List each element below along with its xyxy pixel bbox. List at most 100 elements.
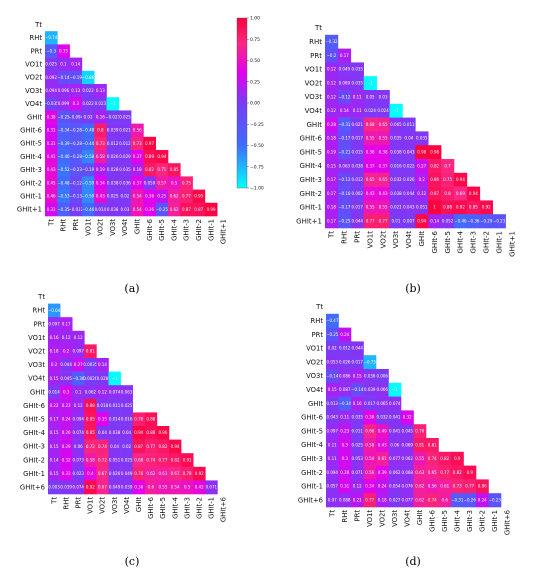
cell-value-label: 0.059: [144, 180, 156, 185]
row-label: VO4t: [305, 107, 323, 115]
cell-value-label: 0.16: [50, 335, 59, 340]
cell-value-label: 0.021: [119, 128, 131, 133]
cell-value-label: −0.59: [82, 180, 95, 185]
heatmap-cell: [338, 493, 352, 508]
row-label: GHIt: [27, 113, 42, 121]
cell-value-label: 0.88: [86, 403, 95, 408]
cell-value-label: 0.012: [107, 141, 119, 146]
heatmap-cell: [326, 465, 339, 480]
heatmap-cell: [72, 344, 85, 359]
cell-value-label: −0.32: [325, 39, 338, 44]
row-label: GHIt-5: [301, 427, 323, 435]
cell-value-label: 0.56: [365, 470, 374, 475]
row-label: Tt: [314, 24, 322, 32]
cell-value-label: 0.65: [366, 177, 375, 182]
cell-value-label: 0.31: [47, 207, 56, 212]
cell-value-label: −0.19: [70, 75, 83, 80]
cell-value-label: 0.11: [328, 442, 337, 447]
heatmap-cell: [57, 163, 70, 177]
cell-value-label: 0.88: [443, 205, 452, 210]
heatmap-cell: [84, 344, 97, 359]
cell-value-label: −0.23: [70, 167, 83, 172]
cell-value-label: 0.65: [379, 122, 388, 127]
cell-value-label: 0.3: [342, 456, 349, 461]
cell-value-label: 0.42: [195, 485, 204, 490]
cell-value-label: 0.074: [73, 430, 85, 435]
heatmap-cell: [69, 84, 83, 98]
cell-value-label: 0.04: [404, 136, 413, 141]
cell-value-label: 0.94: [157, 154, 166, 159]
heatmap-cell: [363, 438, 377, 453]
heatmap-cell: [120, 480, 133, 495]
column-label: VO1t: [87, 497, 95, 514]
heatmap-cell: [48, 358, 61, 372]
cell-value-label: −0.29: [480, 219, 493, 224]
column-label: GHIt-5: [444, 231, 452, 253]
cell-value-label: 0.92: [482, 205, 491, 210]
heatmap-cell: [463, 465, 477, 480]
heatmap-cell: [72, 466, 85, 481]
heatmap-cell: [350, 90, 364, 105]
heatmap-cell: [205, 480, 218, 495]
heatmap-cell: [155, 150, 169, 164]
heatmap-cell: [57, 70, 70, 85]
heatmap-cell: [376, 479, 389, 494]
cell-value-label: 0.015: [352, 150, 364, 155]
column-label: GHIt-3: [183, 219, 191, 241]
heatmap-cell: [57, 202, 70, 217]
panel-label-a: (a): [124, 282, 139, 295]
heatmap-cell: [108, 426, 121, 440]
heatmap-cell: [325, 159, 339, 174]
heatmap-cell: [72, 330, 85, 345]
heatmap-cell: [350, 214, 364, 229]
heatmap-cell: [131, 176, 144, 190]
cell-value-label: 0.27: [74, 362, 83, 367]
cell-value-label: 0.77: [365, 498, 374, 503]
heatmap-cell: [389, 145, 403, 160]
heatmap-cell: [48, 330, 61, 345]
heatmap-cell: [325, 117, 339, 132]
column-label: GHIt: [418, 231, 426, 247]
heatmap-cell: [402, 131, 416, 146]
heatmap-cell: [338, 465, 352, 480]
cell-value-label: 0.17: [327, 177, 336, 182]
heatmap-cell: [106, 123, 120, 138]
heatmap-cell: [402, 186, 416, 201]
heatmap-cell: [350, 131, 364, 146]
heatmap-cell: [441, 214, 455, 229]
heatmap-cell: [363, 131, 377, 146]
heatmap-cell: [389, 117, 403, 132]
cell-value-label: 0.82: [440, 456, 449, 461]
heatmap-cell: [326, 438, 339, 453]
cell-value-label: 0.76: [134, 471, 143, 476]
heatmap-cell: [131, 123, 144, 138]
colorbar-tick-label: −0.25: [250, 122, 264, 128]
row-label: VO1t: [25, 61, 42, 69]
cell-value-label: 0.035: [390, 136, 402, 141]
row-label: GHIt-1: [20, 193, 42, 201]
heatmap-cell: [441, 186, 455, 201]
cell-value-label: 0.021: [352, 122, 364, 127]
cell-value-label: 0.053: [327, 360, 339, 365]
cell-value-label: 0.4: [87, 471, 94, 476]
cell-value-label: 0.1: [60, 62, 67, 67]
cell-value-label: 0.82: [145, 167, 154, 172]
column-label: GHIt+6: [504, 510, 512, 535]
heatmap-cell: [402, 145, 416, 160]
column-label: Tt: [47, 219, 55, 227]
heatmap-cell: [350, 76, 364, 91]
cell-value-label: 0.038: [107, 207, 119, 212]
cell-value-label: 0.063: [121, 389, 133, 394]
heatmap-cell: [438, 465, 452, 480]
cell-value-label: 0.15: [50, 376, 59, 381]
cell-value-label: 0.62: [415, 484, 424, 489]
cell-value-label: 0.03: [379, 94, 388, 99]
cell-value-label: 0.58: [365, 442, 374, 447]
cell-value-label: 0.026: [109, 471, 121, 476]
heatmap-cell: [325, 214, 339, 229]
heatmap-cell: [60, 426, 73, 440]
heatmap-cell: [57, 189, 70, 204]
cell-value-label: 0.038: [352, 163, 364, 168]
row-label: GHIt-3: [20, 166, 42, 174]
cell-value-label: 0.49: [378, 429, 387, 434]
